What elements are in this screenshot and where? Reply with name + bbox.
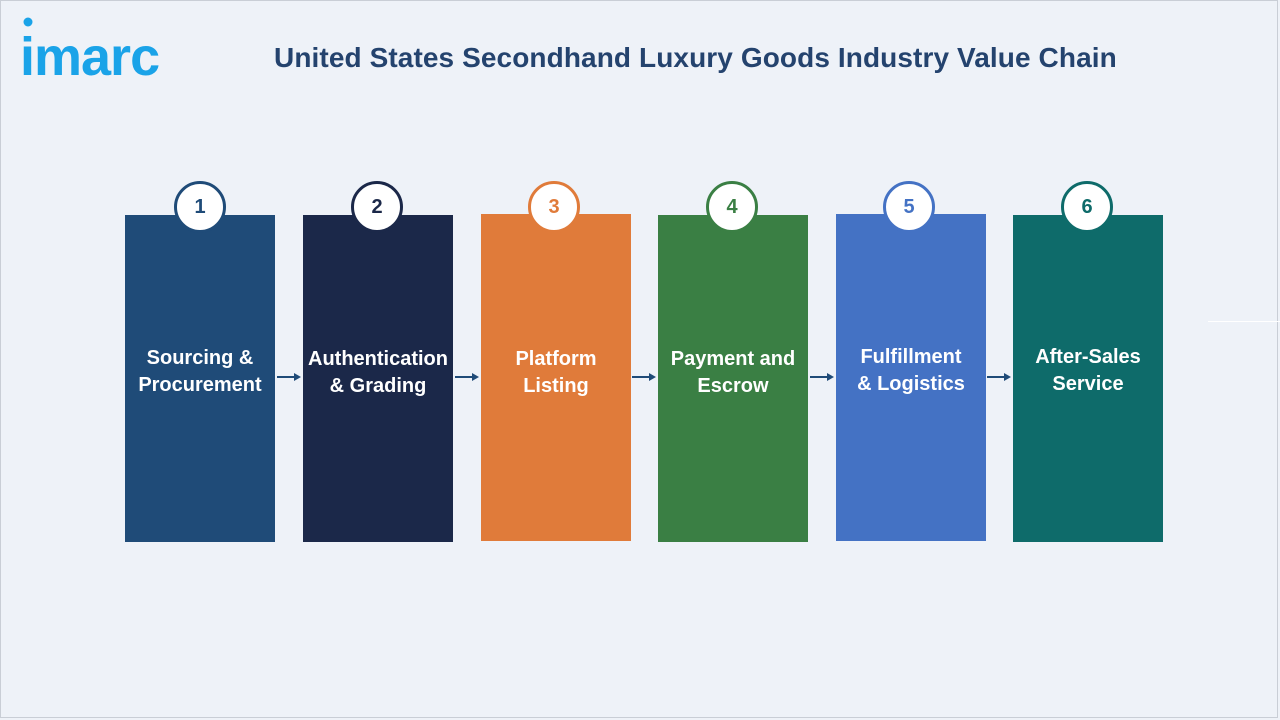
step-box-3: Platform Listing (481, 214, 631, 541)
step-number-badge-1: 1 (174, 181, 226, 233)
step-label-2: Authentication & Grading (308, 348, 448, 397)
arrow-right-icon (987, 373, 1011, 381)
step-number-badge-5: 5 (883, 181, 935, 233)
step-number-badge-6: 6 (1061, 181, 1113, 233)
step-box-2: Authentication & Grading (303, 215, 453, 542)
arrow-right-icon (632, 373, 656, 381)
step-label-4: Payment and Escrow (670, 348, 796, 397)
step-label-1: Sourcing & Procurement (138, 347, 262, 396)
step-box-6: After-Sales Service (1013, 215, 1163, 542)
arrow-right-icon (810, 373, 834, 381)
step-label-5: Fulfillment & Logistics (857, 346, 965, 395)
step-number-badge-2: 2 (351, 181, 403, 233)
decorative-line (1208, 321, 1280, 322)
step-box-1: Sourcing & Procurement (125, 215, 275, 542)
logo-text: imarc (20, 27, 159, 84)
step-box-5: Fulfillment & Logistics (836, 214, 986, 541)
step-box-4: Payment and Escrow (658, 215, 808, 542)
step-label-6: After-Sales Service (1035, 346, 1141, 395)
imarc-logo: imarc (20, 17, 160, 84)
step-label-3: Platform Listing (515, 348, 597, 397)
arrow-right-icon (277, 373, 301, 381)
arrow-right-icon (455, 373, 479, 381)
step-number-badge-4: 4 (706, 181, 758, 233)
page-title: United States Secondhand Luxury Goods In… (274, 42, 1117, 73)
step-number-badge-3: 3 (528, 181, 580, 233)
